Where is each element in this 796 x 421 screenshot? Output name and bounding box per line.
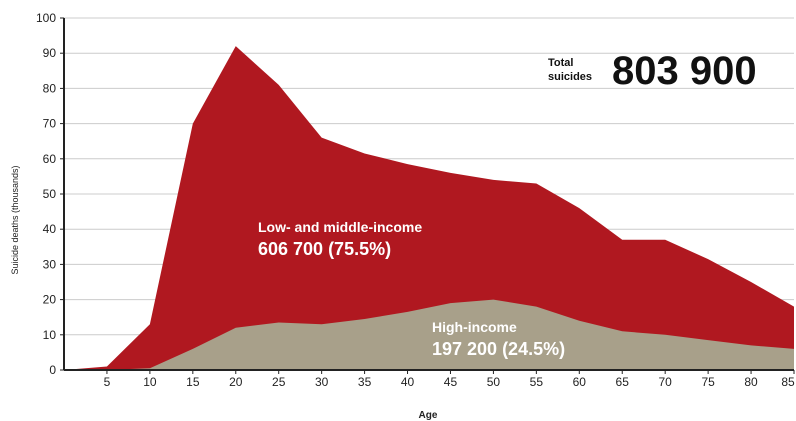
- low-middle-income-value: 606 700 (75.5%): [258, 239, 391, 259]
- y-tick-label-70: 70: [43, 117, 57, 131]
- y-tick-label-20: 20: [43, 293, 57, 307]
- high-income-label: High-income: [432, 319, 517, 335]
- area-low-middle-income: [64, 46, 794, 370]
- high-income-value: 197 200 (24.5%): [432, 339, 565, 359]
- x-tick-label-55: 55: [530, 375, 544, 389]
- x-tick-label-75: 75: [701, 375, 715, 389]
- y-tick-labels: 0 10 20 30 40 50 60 70 80 90 100: [36, 11, 64, 377]
- y-tick-label-50: 50: [43, 187, 57, 201]
- y-tick-label-10: 10: [43, 328, 57, 342]
- x-tick-label-65: 65: [616, 375, 630, 389]
- x-tick-label-85: 85: [781, 375, 795, 389]
- x-tick-label-20: 20: [229, 375, 243, 389]
- total-suicides-value: 803 900: [612, 49, 757, 93]
- x-tick-label-15: 15: [186, 375, 200, 389]
- x-tick-labels: 5 10 15 20 25 30 35 40 45 50 55 60 65 70 75 80 85: [104, 370, 795, 389]
- x-tick-label-80: 80: [744, 375, 758, 389]
- y-tick-label-90: 90: [43, 46, 57, 60]
- x-tick-label-10: 10: [143, 375, 157, 389]
- y-tick-label-30: 30: [43, 257, 57, 271]
- x-tick-label-30: 30: [315, 375, 329, 389]
- x-tick-label-5: 5: [104, 375, 111, 389]
- x-tick-label-60: 60: [573, 375, 587, 389]
- x-tick-label-35: 35: [358, 375, 372, 389]
- y-tick-label-40: 40: [43, 222, 57, 236]
- x-tick-label-40: 40: [401, 375, 415, 389]
- y-axis-label: Suicide deaths (thousands): [10, 165, 20, 274]
- total-suicides-label-line1: Total: [548, 57, 573, 69]
- x-axis-label: Age: [419, 410, 438, 421]
- y-tick-label-80: 80: [43, 81, 57, 95]
- y-tick-label-0: 0: [49, 363, 56, 377]
- x-tick-label-50: 50: [487, 375, 501, 389]
- area-high-income: [64, 299, 794, 370]
- x-tick-label-45: 45: [444, 375, 458, 389]
- y-tick-label-100: 100: [36, 11, 56, 25]
- total-suicides-label-line2: suicides: [548, 71, 592, 83]
- x-tick-label-70: 70: [658, 375, 672, 389]
- x-tick-label-25: 25: [272, 375, 286, 389]
- low-middle-income-label: Low- and middle-income: [258, 219, 422, 235]
- y-tick-label-60: 60: [43, 152, 57, 166]
